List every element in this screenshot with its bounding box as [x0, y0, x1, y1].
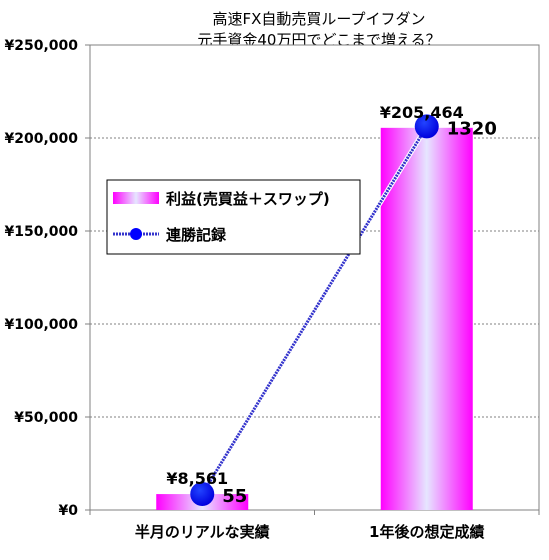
x-tick-label: 1年後の想定成績	[369, 523, 484, 541]
bar-value-label: ¥8,561	[166, 469, 228, 488]
series-line	[201, 125, 429, 495]
y-tick-label: ¥100,000	[4, 317, 78, 333]
line-series	[190, 114, 439, 507]
legend-line-marker	[130, 228, 142, 240]
legend: 利益(売買益＋スワップ) 連勝記録	[106, 179, 361, 255]
y-tick-label: ¥250,000	[4, 38, 78, 54]
legend-bar-label: 利益(売買益＋スワップ)	[166, 190, 330, 208]
y-tick-label: ¥50,000	[14, 410, 78, 426]
legend-bar-swatch	[113, 192, 159, 204]
y-tick-label: ¥200,000	[4, 131, 78, 147]
y-tick-label: ¥0	[59, 503, 79, 519]
series-marker	[414, 114, 439, 139]
marker-value-label: 1320	[447, 118, 497, 139]
x-axis-tick-labels: 半月のリアルな実績 1年後の想定成績	[135, 523, 485, 541]
bar-value-label: ¥205,464	[380, 103, 464, 122]
marker-value-label: 55	[222, 486, 247, 507]
data-labels: ¥8,561 ¥205,464 55 1320	[166, 103, 496, 507]
chart-title-line-1: 高速FX自動売買ループイフダン	[212, 10, 425, 28]
x-tick-label: 半月のリアルな実績	[135, 523, 270, 541]
y-axis-tick-labels: ¥0 ¥50,000 ¥100,000 ¥150,000 ¥200,000 ¥250,00…	[4, 38, 78, 519]
series-marker	[190, 482, 215, 507]
bar	[380, 127, 473, 510]
y-tick-label: ¥150,000	[4, 224, 78, 240]
legend-line-label: 連勝記録	[166, 226, 227, 244]
